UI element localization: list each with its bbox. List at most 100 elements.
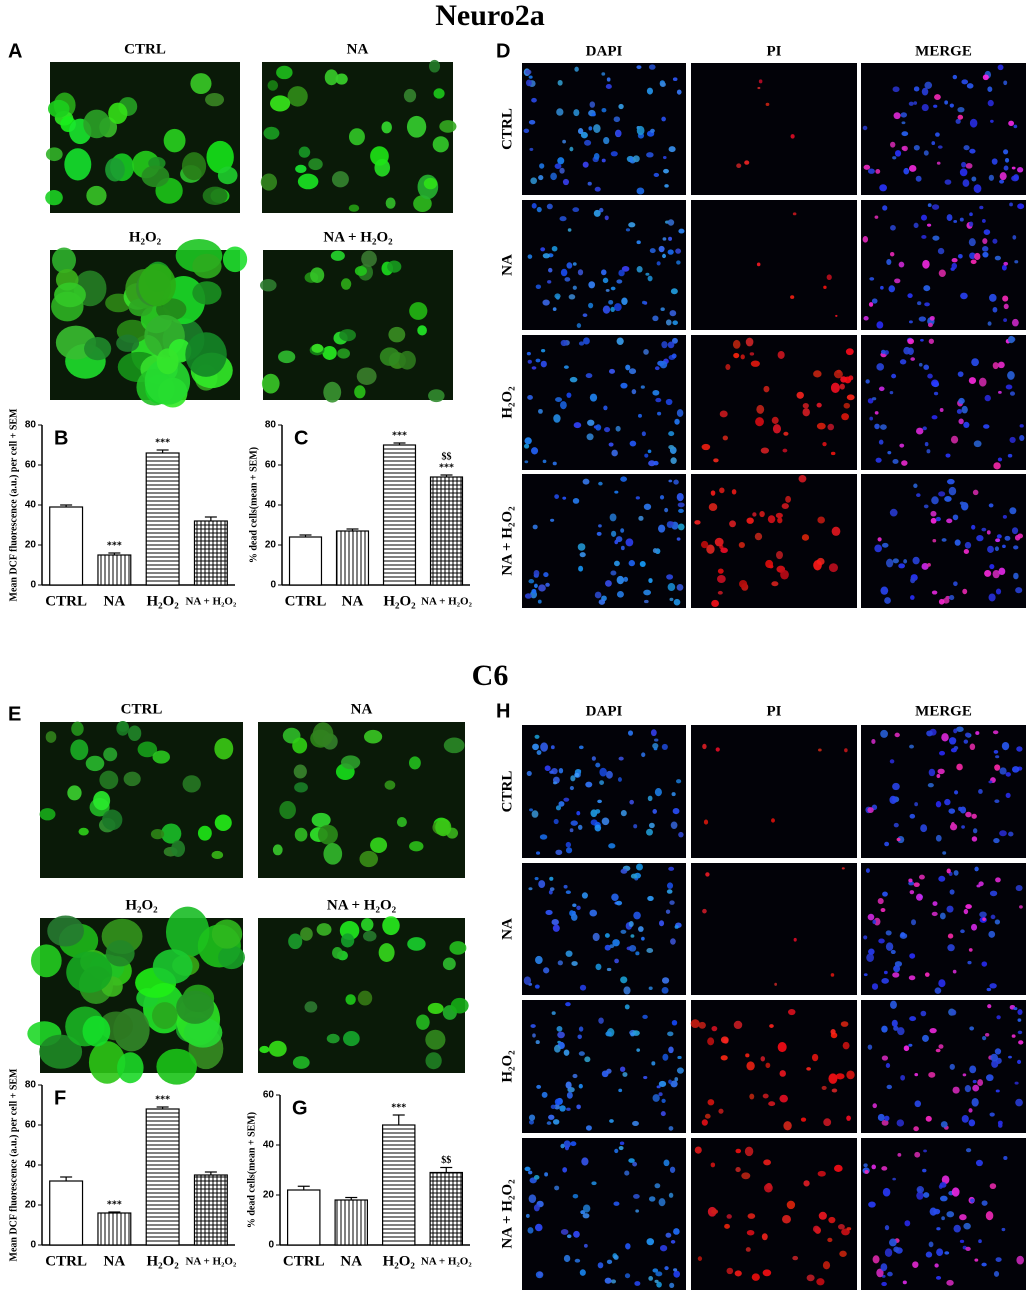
cell xyxy=(953,220,958,223)
micrograph xyxy=(258,916,469,1073)
cell xyxy=(941,733,949,742)
cell xyxy=(936,161,941,165)
cell xyxy=(910,595,915,600)
cell xyxy=(908,878,913,883)
cell xyxy=(311,812,331,828)
cell xyxy=(595,809,601,814)
micrograph xyxy=(861,335,1026,470)
cell xyxy=(676,779,682,784)
cell xyxy=(323,381,342,403)
cell xyxy=(287,86,308,107)
cell xyxy=(975,1159,983,1167)
cell xyxy=(948,737,957,745)
cell xyxy=(989,1183,997,1190)
cell xyxy=(705,872,710,877)
cell xyxy=(529,147,534,151)
cell xyxy=(553,414,561,423)
cell xyxy=(984,1032,990,1037)
cell xyxy=(646,152,654,158)
cell xyxy=(880,424,887,430)
cell xyxy=(676,1067,684,1074)
cell xyxy=(259,1045,270,1054)
cell xyxy=(959,1214,967,1221)
bar xyxy=(287,1189,321,1246)
cell xyxy=(862,125,868,131)
cell xyxy=(553,781,558,785)
cell xyxy=(620,528,625,533)
cell xyxy=(88,1041,126,1084)
cell xyxy=(817,516,825,524)
cell xyxy=(628,222,636,228)
cell xyxy=(707,1099,715,1106)
cell xyxy=(892,156,897,160)
cell xyxy=(745,1247,751,1252)
micrograph xyxy=(861,200,1026,330)
cell xyxy=(894,732,900,738)
cell xyxy=(579,1269,586,1276)
micrograph xyxy=(861,863,1026,995)
cell xyxy=(636,187,645,195)
cell xyxy=(960,929,965,934)
cell xyxy=(765,559,774,569)
micrograph xyxy=(691,863,857,995)
cell xyxy=(267,80,279,91)
cell xyxy=(755,417,764,427)
cell xyxy=(82,1015,111,1047)
cell xyxy=(882,205,888,211)
cell xyxy=(545,582,550,587)
cell xyxy=(992,238,998,244)
cell xyxy=(863,1163,868,1168)
cell xyxy=(1003,318,1008,323)
cell xyxy=(529,808,534,812)
cell xyxy=(944,495,952,502)
cell xyxy=(872,1103,877,1109)
cell xyxy=(928,768,936,777)
cell xyxy=(620,382,628,389)
cell xyxy=(896,837,901,842)
error-bar xyxy=(392,1114,405,1125)
cell xyxy=(710,490,716,496)
cell xyxy=(974,1258,979,1262)
cell xyxy=(605,770,613,779)
cell xyxy=(45,147,63,162)
cell xyxy=(398,350,416,370)
cell xyxy=(963,421,970,429)
cell xyxy=(928,1071,936,1078)
cell xyxy=(616,337,624,345)
cell xyxy=(555,805,562,811)
cell xyxy=(552,1119,560,1125)
cell xyxy=(881,1055,889,1061)
cell xyxy=(669,1166,676,1173)
cell xyxy=(932,538,937,543)
cell xyxy=(779,1070,786,1077)
cell xyxy=(934,987,942,994)
cell xyxy=(697,1256,703,1261)
cell xyxy=(1005,384,1013,390)
micrograph xyxy=(522,1000,686,1133)
cell xyxy=(714,537,724,547)
cell xyxy=(1003,303,1009,310)
cell xyxy=(528,579,535,584)
cell xyxy=(608,442,614,447)
cell xyxy=(981,961,988,967)
cell xyxy=(656,1281,662,1288)
cell xyxy=(618,1145,624,1151)
error-bar xyxy=(204,516,217,521)
cell xyxy=(604,426,611,433)
bar xyxy=(382,444,417,586)
cell xyxy=(982,74,989,81)
cell xyxy=(863,935,868,940)
cell xyxy=(553,818,559,825)
cell xyxy=(543,967,550,974)
cell xyxy=(878,439,884,445)
cell xyxy=(628,921,634,927)
cell xyxy=(593,124,601,133)
column-label: DAPI xyxy=(586,43,623,59)
cell xyxy=(764,1183,773,1193)
cell xyxy=(830,451,836,456)
error-bar xyxy=(108,552,121,555)
cell xyxy=(988,503,994,508)
row-label: CTRL xyxy=(499,771,515,813)
cell xyxy=(900,932,906,937)
cell xyxy=(981,1200,988,1206)
